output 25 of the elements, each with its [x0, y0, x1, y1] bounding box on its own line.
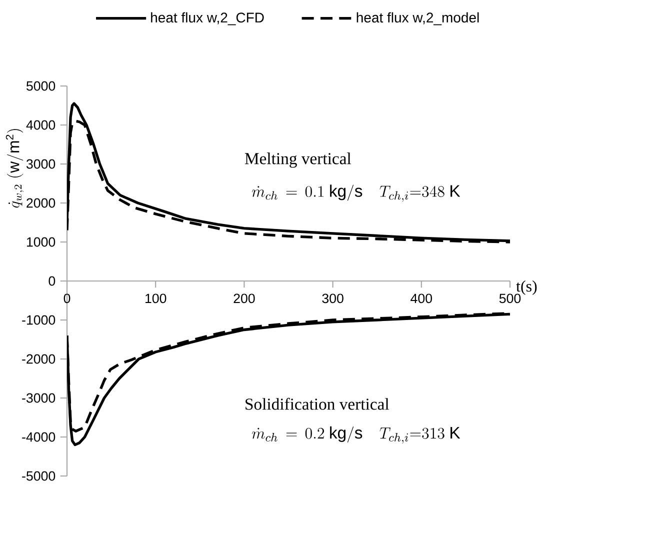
legend-label: heat flux w,2_model: [356, 12, 479, 26]
y-tick-label: -1000: [22, 315, 56, 325]
annotation: Solidification vertical: [246, 398, 390, 410]
y-tick-label: -2000: [22, 354, 56, 364]
y-tick-label: 1000: [26, 237, 56, 247]
y-tick-label: 4000: [26, 120, 56, 130]
legend-label: heat flux w,2_CFD: [151, 12, 264, 26]
annotation: $\dot{m}_{ch}\,=\,0.1\ \mathrm{kg/s}\quad T_{ch,i}{=}348\ \mathrm{K}$: [252, 184, 460, 202]
y-tick-label: 5000: [26, 81, 56, 91]
annotation: Melting vertical: [244, 152, 352, 168]
y-tick-label: -4000: [22, 432, 56, 442]
y-axis-title: $\dot{q}_{w,2}\ (\mathrm{w/m^{2}})$: [6, 129, 24, 208]
annotation: $\dot{m}_{ch}\,=\,0.2\ \mathrm{kg/s}\quad T_{ch,i}{=}313\ \mathrm{K}$: [252, 426, 460, 444]
x-tick-label: 200: [234, 294, 255, 304]
x-tick-label: 300: [322, 294, 344, 304]
y-tick-label: -5000: [22, 471, 56, 481]
x-tick-label: 100: [146, 294, 166, 304]
x-tick-label: 400: [410, 294, 432, 304]
x-tick-label: 500: [499, 294, 521, 304]
y-tick-label: 0: [48, 276, 56, 286]
x-tick-label: 0: [64, 294, 70, 304]
y-tick-label: -3000: [22, 393, 56, 403]
y-tick-label: 3000: [26, 159, 56, 169]
x-axis-title: t(s): [516, 280, 537, 295]
y-tick-label: 2000: [26, 198, 56, 208]
